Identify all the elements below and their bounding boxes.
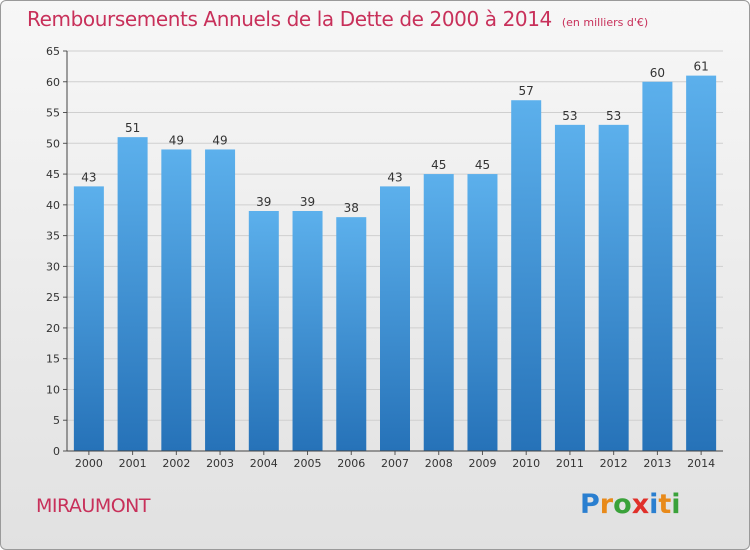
bar-value-label: 51 bbox=[125, 121, 140, 135]
bar-value-label: 39 bbox=[256, 195, 271, 209]
logo-letter: t bbox=[658, 489, 672, 520]
bar-value-label: 53 bbox=[562, 109, 577, 123]
bar bbox=[292, 211, 323, 451]
bar bbox=[380, 186, 410, 451]
bar-value-label: 49 bbox=[169, 133, 184, 147]
bar bbox=[467, 174, 498, 452]
y-tick-label: 25 bbox=[46, 291, 60, 304]
unit-note: (en milliers d'€) bbox=[561, 16, 649, 29]
x-tick-label: 2005 bbox=[294, 457, 322, 470]
logo-letter: i bbox=[649, 489, 659, 520]
x-tick-label: 2000 bbox=[75, 457, 103, 470]
x-tick-label: 2008 bbox=[425, 457, 453, 470]
x-tick-label: 2011 bbox=[556, 457, 584, 470]
bar bbox=[686, 75, 717, 451]
y-tick-label: 65 bbox=[46, 45, 60, 58]
x-tick-label: 2003 bbox=[206, 457, 234, 470]
x-tick-label: 2012 bbox=[600, 457, 628, 470]
bar-value-label: 39 bbox=[300, 195, 315, 209]
bar-value-label: 60 bbox=[650, 66, 665, 80]
bar bbox=[117, 137, 148, 451]
chart-title-text: Remboursements Annuels de la Dette de 20… bbox=[27, 7, 552, 31]
y-tick-label: 30 bbox=[46, 260, 60, 273]
y-tick-label: 0 bbox=[53, 445, 60, 458]
bar-value-label: 45 bbox=[475, 158, 490, 172]
bar bbox=[336, 217, 367, 451]
y-tick-label: 50 bbox=[46, 137, 60, 150]
bar-value-label: 38 bbox=[344, 201, 359, 215]
bar-value-label: 57 bbox=[519, 84, 534, 98]
x-tick-label: 2014 bbox=[687, 457, 715, 470]
axes bbox=[63, 50, 723, 455]
logo-letter: o bbox=[613, 489, 632, 520]
bar-value-label: 43 bbox=[387, 170, 402, 184]
commune-name: MIRAUMONT bbox=[36, 495, 151, 517]
bar bbox=[598, 124, 629, 451]
x-tick-label: 2001 bbox=[119, 457, 147, 470]
labels: 0 5 10 15 20 25 30 35 40 45 50 55 60 65 43 2000 51 2001 49… bbox=[46, 45, 715, 470]
bar bbox=[554, 124, 585, 451]
bar bbox=[248, 211, 279, 451]
x-tick-label: 2006 bbox=[337, 457, 365, 470]
y-tick-label: 60 bbox=[46, 76, 60, 89]
y-tick-label: 15 bbox=[46, 353, 60, 366]
x-tick-label: 2013 bbox=[643, 457, 671, 470]
bar bbox=[205, 149, 236, 451]
bar bbox=[642, 81, 673, 452]
bar-value-label: 45 bbox=[431, 158, 446, 172]
y-tick-label: 55 bbox=[46, 107, 60, 120]
x-tick-label: 2004 bbox=[250, 457, 278, 470]
bar bbox=[73, 186, 104, 451]
y-tick-label: 10 bbox=[46, 383, 60, 396]
x-tick-label: 2007 bbox=[381, 457, 409, 470]
bar bbox=[423, 174, 454, 452]
logo-letter: i bbox=[671, 489, 681, 520]
bar-value-label: 43 bbox=[81, 170, 96, 184]
y-tick-label: 5 bbox=[53, 414, 60, 427]
y-tick-label: 20 bbox=[46, 322, 60, 335]
logo-letter: x bbox=[631, 489, 650, 520]
bars bbox=[73, 75, 717, 452]
x-tick-label: 2010 bbox=[512, 457, 540, 470]
bar bbox=[511, 100, 542, 451]
bar-value-label: 49 bbox=[212, 133, 227, 147]
bar bbox=[161, 149, 192, 451]
x-tick-label: 2002 bbox=[162, 457, 190, 470]
chart-title: Remboursements Annuels de la Dette de 20… bbox=[27, 7, 648, 31]
bar-value-label: 61 bbox=[693, 60, 708, 74]
y-tick-label: 35 bbox=[46, 230, 60, 243]
proxiti-logo: Proxiti bbox=[580, 489, 681, 520]
logo-letter: r bbox=[599, 489, 614, 520]
y-tick-label: 45 bbox=[46, 168, 60, 181]
y-tick-label: 40 bbox=[46, 199, 60, 212]
logo-letter: P bbox=[580, 489, 600, 520]
x-tick-label: 2009 bbox=[468, 457, 496, 470]
bar-value-label: 53 bbox=[606, 109, 621, 123]
